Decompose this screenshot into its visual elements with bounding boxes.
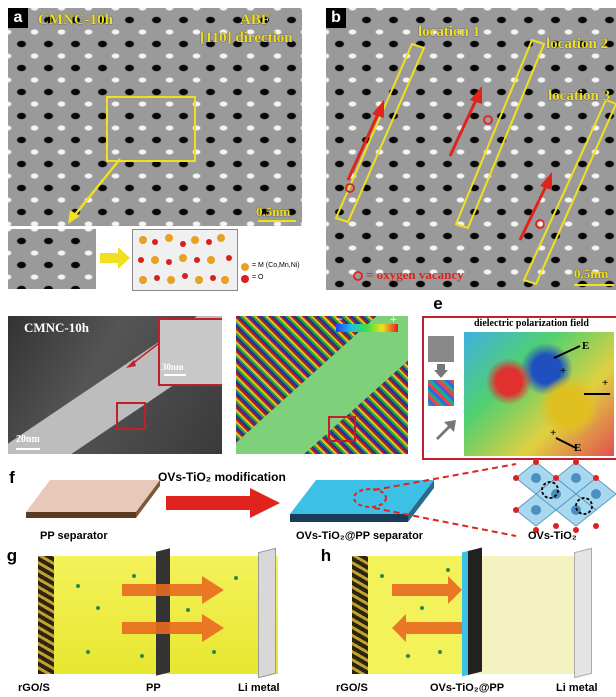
panel-g-label: g	[6, 546, 18, 565]
shuttle-arrows	[76, 574, 238, 658]
panel-h-label: h	[320, 546, 332, 565]
panel-h-cell	[352, 547, 592, 679]
rgo-electrode-h	[352, 556, 368, 674]
tio2-structure	[513, 459, 616, 533]
legend-dots	[241, 263, 249, 283]
e-bottom: E	[574, 442, 582, 454]
down-arrow-icon	[434, 364, 448, 378]
panel-c-tem-image: c CMNC-10h 30nm 20nm	[8, 316, 222, 454]
location-3-label: location 3	[548, 88, 611, 104]
svg-text:+: +	[560, 365, 566, 377]
field-title: dielectric polarization field	[474, 318, 589, 329]
direction-label: [110] direction	[200, 30, 293, 46]
mini-tem	[428, 336, 454, 362]
svg-text:+: +	[602, 377, 608, 389]
particle-box-d	[328, 416, 356, 442]
panel-d-polarization-map: d − +	[236, 316, 408, 454]
legend-o: = O	[252, 274, 264, 281]
scale-label-b: 0.5nm	[574, 266, 609, 281]
location-overlays	[334, 38, 616, 286]
scale-bar	[258, 220, 296, 222]
blocked-arrows	[380, 568, 462, 658]
scale-bar-c	[16, 448, 40, 450]
stacking-label: ABF	[240, 12, 270, 28]
location-2-label: location 2	[546, 36, 609, 52]
e-top: E	[582, 340, 590, 352]
sample-name-c: CMNC-10h	[24, 320, 89, 335]
panel-b-label: b	[326, 8, 346, 28]
color-scale	[336, 324, 398, 332]
legend-m: = M (Co,Mn,Ni)	[252, 262, 300, 269]
panel-a-stem-image: a CMNC-10h ABF [110] direction 0.5nm	[8, 8, 302, 226]
panel-a-zoom-image	[8, 229, 96, 289]
model-arrow	[100, 247, 130, 269]
field-arrows: + + +	[550, 345, 610, 449]
panel-a-label: a	[8, 8, 28, 28]
scale-plus: +	[390, 316, 397, 326]
inset-scale-label: 30nm	[162, 362, 184, 372]
mini-map	[428, 380, 454, 406]
pp-separator-sheet	[26, 480, 160, 518]
atomic-model	[132, 229, 238, 291]
zoom-box	[106, 96, 196, 162]
inset-arrow	[126, 343, 159, 368]
rgo-caption-g: rGO/S	[18, 682, 50, 694]
panel-f-label: f	[9, 468, 15, 487]
particle-box	[116, 402, 146, 430]
location-1-label: location 1	[418, 24, 481, 40]
zoom-arrow	[68, 158, 121, 224]
panel-e-field-map: dielectric polarization field E E + + +	[422, 316, 616, 460]
diag-arrow-icon	[436, 420, 456, 440]
ovs-pp-caption-h: OVs-TiO₂@PP	[430, 682, 505, 694]
rgo-electrode	[38, 556, 54, 674]
zoom-dashes	[373, 463, 517, 537]
svg-text:+: +	[550, 427, 556, 439]
modification-caption: OVs-TiO₂ modification	[158, 470, 286, 484]
scale-minus: −	[336, 316, 343, 326]
li-caption-h: Li metal	[556, 682, 598, 694]
scale-bar-b	[574, 284, 614, 286]
scale-label: 0.5nm	[256, 204, 291, 219]
rgo-caption-h: rGO/S	[336, 682, 368, 694]
ovs-pp-caption: OVs-TiO₂@PP separator	[296, 530, 424, 542]
ovs-tio2-caption: OVs-TiO₂	[528, 530, 577, 542]
panel-e-label: e	[433, 294, 443, 313]
ovs-pp-separator-sheet	[290, 480, 434, 522]
modification-arrow	[166, 488, 280, 518]
sample-name: CMNC-10h	[38, 12, 113, 28]
pp-caption-g: PP	[146, 682, 161, 694]
vacancy-legend: = oxygen vacancy	[366, 267, 464, 282]
li-caption-g: Li metal	[238, 682, 280, 694]
scale-label-c: 20nm	[16, 434, 40, 445]
panel-g-cell	[38, 547, 278, 679]
tem-inset: 30nm	[158, 318, 222, 386]
pp-separator-caption: PP separator	[40, 530, 108, 542]
polar-band	[236, 316, 408, 454]
panel-b-stem-image: b location 1 location 2 location 3 = oxy…	[326, 8, 616, 290]
